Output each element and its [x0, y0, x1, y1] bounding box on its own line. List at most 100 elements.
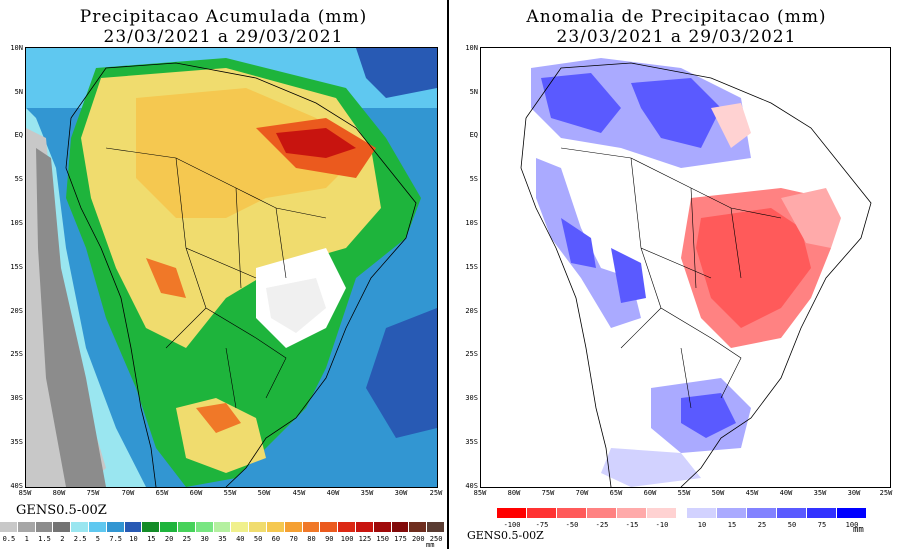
accumulated-colorbar-labels: 0.5 1 1.5 2 2.5 5 7.5 10 15 20 25 30 35 40 50 60 70 80 90 1…: [0, 535, 446, 543]
colorbar-swatch: [557, 508, 587, 518]
colorbar-swatch: [373, 522, 392, 532]
colorbar-swatch: [71, 522, 89, 532]
colorbar-swatch: [231, 522, 250, 532]
lon-label: 50W: [711, 489, 725, 497]
colorbar-swatch: [837, 508, 867, 518]
colorbar-swatch: [617, 508, 647, 518]
lat-label: 25S: [465, 350, 478, 358]
lat-label: 5N: [14, 88, 23, 96]
lat-label: EQ: [14, 131, 23, 139]
colorbar-label: 60: [271, 535, 281, 543]
lon-label: 60W: [643, 489, 657, 497]
colorbar-label: 50: [787, 521, 797, 529]
colorbar-swatch: [302, 522, 321, 532]
colorbar-label: -25: [595, 521, 609, 529]
left-title: Precipitacao Acumulada (mm): [79, 7, 368, 27]
colorbar-swatch: [687, 508, 717, 518]
colorbar-swatch: [35, 522, 54, 532]
colorbar-label: -50: [565, 521, 579, 529]
left-unit: mm: [426, 541, 435, 549]
lat-label: 5S: [469, 175, 478, 183]
lat-label: 40S: [465, 482, 478, 490]
lon-label: 45W: [745, 489, 759, 497]
lat-label: 30S: [10, 394, 23, 402]
colorbar-label: 2.5: [73, 535, 87, 543]
colorbar-label: 150: [376, 535, 390, 543]
anomaly-colorbar-positive-labels: 10 15 25 50 75 100: [687, 521, 867, 530]
colorbar-label: 20: [164, 535, 174, 543]
lon-label: 55W: [677, 489, 691, 497]
colorbar-label: 40: [236, 535, 245, 543]
lat-label: 10S: [10, 219, 23, 227]
colorbar-label: 75: [817, 521, 827, 529]
colorbar-label: 1.5: [38, 535, 51, 543]
colorbar-swatch: [717, 508, 747, 518]
lat-label: 20S: [10, 307, 23, 315]
colorbar-swatch: [160, 522, 178, 532]
lat-label: 10N: [465, 44, 478, 52]
colorbar-label: 100: [340, 535, 354, 543]
colorbar-label: 2: [60, 535, 65, 543]
lon-label: 80W: [507, 489, 521, 497]
colorbar-label: 25: [182, 535, 192, 543]
right-model-label: GENS0.5-00Z: [467, 529, 544, 542]
lon-label: 35W: [813, 489, 827, 497]
colorbar-swatch: [142, 522, 161, 532]
colorbar-label: 125: [358, 535, 372, 543]
lon-label: 85W: [18, 489, 32, 497]
lon-label: 75W: [541, 489, 555, 497]
lat-label: 5N: [469, 88, 478, 96]
colorbar-label: -100: [503, 521, 521, 529]
right-unit: mm: [853, 525, 864, 535]
lat-label: 10N: [10, 44, 23, 52]
lat-label: 40S: [10, 482, 23, 490]
colorbar-label: -15: [625, 521, 639, 529]
colorbar-label: 0.5: [2, 535, 16, 543]
colorbar-swatch: [17, 522, 36, 532]
anomaly-colorbar-negative: [497, 508, 677, 518]
colorbar-swatch: [320, 522, 339, 532]
colorbar-label: 1: [24, 535, 29, 543]
precip-anomaly-map: [480, 47, 891, 488]
colorbar-label: 100: [845, 521, 859, 529]
lat-label: 20S: [465, 307, 478, 315]
colorbar-swatch: [807, 508, 837, 518]
accumulated-precip-panel: Precipitacao Acumulada (mm) 23/03/2021 a…: [0, 0, 447, 549]
colorbar-swatch: [0, 522, 18, 532]
colorbar-swatch: [106, 522, 125, 532]
lat-label: 5S: [14, 175, 23, 183]
colorbar-swatch: [177, 522, 196, 532]
colorbar-swatch: [88, 522, 107, 532]
colorbar-swatch: [213, 522, 232, 532]
lon-label: 25W: [879, 489, 893, 497]
lat-label: 25S: [10, 350, 23, 358]
anomaly-colorbar-negative-labels: -100 -75 -50 -25 -15 -10: [497, 521, 677, 530]
lat-label: 30S: [465, 394, 478, 402]
colorbar-swatch: [647, 508, 677, 518]
colorbar-label: 35: [218, 535, 227, 543]
panel-divider: [447, 0, 449, 549]
lon-label: 75W: [86, 489, 100, 497]
colorbar-label: 10: [697, 521, 707, 529]
lon-label: 40W: [779, 489, 793, 497]
right-title: Anomalia de Precipitacao (mm): [526, 7, 827, 27]
accumulated-precip-field: [26, 48, 437, 487]
lon-label: 35W: [360, 489, 374, 497]
colorbar-label: 25: [757, 521, 767, 529]
colorbar-swatch: [53, 522, 72, 532]
colorbar-label: 7.5: [109, 535, 123, 543]
lon-label: 65W: [155, 489, 169, 497]
colorbar-label: 250: [429, 535, 443, 543]
lat-label: 15S: [465, 263, 478, 271]
colorbar-swatch: [195, 522, 214, 532]
lat-label: 35S: [465, 438, 478, 446]
colorbar-swatch: [777, 508, 807, 518]
colorbar-label: 80: [307, 535, 316, 543]
lon-label: 40W: [326, 489, 340, 497]
colorbar-swatch: [266, 522, 285, 532]
lat-label: 35S: [10, 438, 23, 446]
lon-label: 60W: [189, 489, 203, 497]
colorbar-label: 200: [411, 535, 425, 543]
anomaly-colorbar-positive: [687, 508, 867, 518]
colorbar-label: 15: [727, 521, 737, 529]
